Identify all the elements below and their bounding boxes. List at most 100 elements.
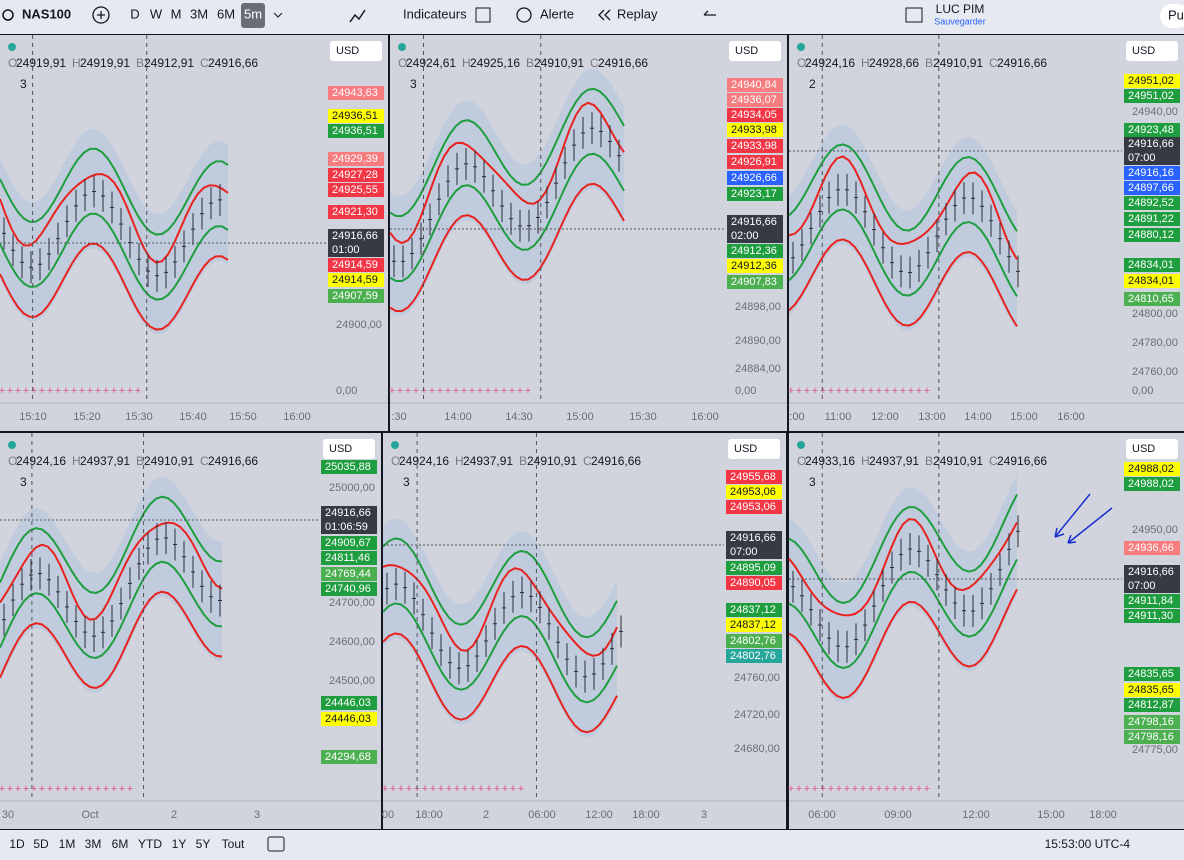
price-label-text: 24936,07	[731, 94, 777, 106]
time-tick: 16:00	[691, 411, 719, 423]
interval[interactable]: 3M	[190, 6, 208, 21]
grid-icon[interactable]	[905, 7, 923, 23]
add-symbol[interactable]	[92, 6, 110, 24]
price-label-text: 24880,12	[1128, 229, 1174, 241]
date-range-icon[interactable]	[267, 836, 285, 852]
plus-marker: +	[876, 385, 882, 397]
publish-button[interactable]	[1160, 4, 1184, 28]
plus-marker: +	[470, 783, 476, 795]
range[interactable]: Tout	[222, 837, 245, 851]
range[interactable]: 3M	[85, 837, 102, 851]
plus-marker: +	[23, 783, 29, 795]
search-icon[interactable]	[2, 9, 14, 21]
chevron[interactable]	[273, 12, 283, 18]
range[interactable]: 1M	[59, 837, 76, 851]
replay-icon[interactable]	[598, 9, 611, 21]
plus-marker: +	[438, 783, 444, 795]
alert-icon[interactable]	[516, 7, 532, 23]
indicator-count[interactable]: 3	[809, 475, 816, 489]
plus-marker: +	[7, 385, 13, 397]
interval[interactable]: M	[171, 6, 182, 21]
ohlc-value: 24916,66	[208, 454, 258, 468]
plus-marker: +	[446, 783, 452, 795]
ohlc-letter: O	[8, 454, 17, 468]
plus-marker: +	[852, 783, 858, 795]
time-tick: 15:30	[629, 411, 657, 423]
plus-marker: +	[95, 385, 101, 397]
range[interactable]: 5D	[33, 837, 49, 851]
time-tick: 15:20	[73, 411, 101, 423]
indicator-count[interactable]: 3	[20, 475, 27, 489]
price-label	[1124, 137, 1180, 165]
ohlc-letter: O	[8, 56, 17, 70]
indicator-count[interactable]: 3	[410, 77, 417, 91]
publish[interactable]: Pu	[1168, 7, 1184, 22]
plus-marker: +	[135, 385, 141, 397]
price-label	[1124, 541, 1180, 555]
plus-marker: +	[31, 783, 37, 795]
account[interactable]: LUC PIM	[936, 2, 985, 16]
symbol[interactable]: NAS100	[22, 6, 71, 21]
range[interactable]: 1Y	[172, 837, 187, 851]
plus-marker: +	[828, 385, 834, 397]
price-label-text: 24897,66	[1128, 182, 1174, 194]
indicator-count[interactable]: 2	[809, 77, 816, 91]
price-tick: 24720,00	[734, 709, 780, 721]
currency-button[interactable]	[330, 41, 382, 61]
plus-marker: +	[876, 783, 882, 795]
red-line	[788, 589, 1018, 700]
plus-marker: +	[804, 385, 810, 397]
zero-label: 0,00	[1132, 385, 1153, 397]
range[interactable]: 1D	[9, 837, 25, 851]
ohlc-value: 24924,16	[16, 454, 66, 468]
currency-button[interactable]	[1126, 439, 1178, 459]
red-line	[0, 242, 229, 331]
price-label	[1124, 181, 1180, 195]
status-dot	[398, 43, 406, 51]
undo[interactable]	[703, 10, 716, 16]
currency-button[interactable]	[729, 41, 781, 61]
currency-button[interactable]	[1126, 41, 1178, 61]
alert[interactable]: Alerte	[540, 6, 574, 21]
layout-icon[interactable]	[475, 7, 491, 23]
ohlc-value: 24916,66	[997, 454, 1047, 468]
indicator-count[interactable]: 3	[20, 77, 27, 91]
currency-button[interactable]	[728, 439, 780, 459]
interval[interactable]: 5m	[244, 6, 262, 21]
time-tick: :00	[789, 411, 804, 423]
time-tick: 15:00	[1010, 411, 1038, 423]
price-label	[727, 187, 783, 201]
plus-marker: +	[884, 783, 890, 795]
save[interactable]: Sauvegarder	[934, 16, 986, 26]
range[interactable]: YTD	[138, 837, 162, 851]
red-line	[389, 182, 625, 313]
ohlc-value: 24916,66	[598, 56, 648, 70]
range[interactable]: 5Y	[196, 837, 211, 851]
price-tick: 24780,00	[1132, 337, 1178, 349]
ohlc-value: 24910,91	[933, 56, 983, 70]
price-tick: 24760,00	[734, 672, 780, 684]
price-label-text: 24294,68	[325, 751, 371, 763]
green-line	[0, 560, 223, 659]
plus-marker: +	[900, 385, 906, 397]
zero-label: 0,00	[336, 385, 357, 397]
price-label-text: 24929,39	[332, 153, 378, 165]
ohlc-letter: C	[583, 454, 592, 468]
indicator-icon[interactable]	[349, 9, 366, 23]
price-label-text: 24914,59	[332, 274, 378, 286]
indicators[interactable]: Indicateurs	[403, 6, 467, 21]
replay[interactable]: Replay	[617, 6, 658, 21]
price-label	[1124, 196, 1180, 210]
price-tick: 24500,00	[329, 675, 375, 687]
interval[interactable]: D	[130, 6, 139, 21]
ohlc-value: 24916,66	[997, 56, 1047, 70]
interval[interactable]: 6M	[217, 6, 235, 21]
plus-marker: +	[860, 385, 866, 397]
indicator-count[interactable]: 3	[403, 475, 410, 489]
red-line	[382, 632, 618, 734]
interval[interactable]: W	[150, 6, 163, 21]
price-label	[328, 168, 384, 182]
range[interactable]: 6M	[112, 837, 129, 851]
currency-button[interactable]	[323, 439, 375, 459]
